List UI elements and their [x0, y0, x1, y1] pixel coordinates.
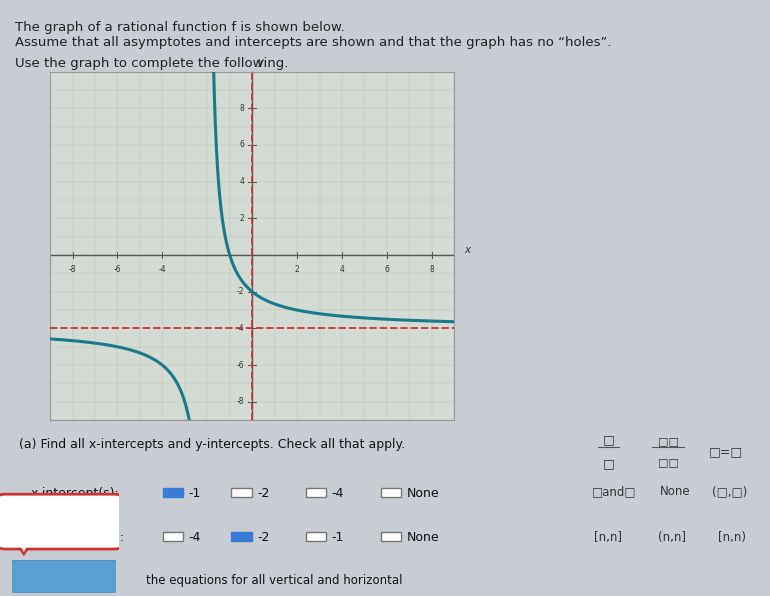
Text: 8: 8 [430, 265, 434, 274]
Text: None: None [407, 531, 439, 544]
Text: y: y [257, 57, 263, 67]
Text: □=□: □=□ [709, 445, 743, 458]
Text: 6: 6 [239, 141, 244, 150]
FancyBboxPatch shape [232, 532, 252, 541]
Text: Try again: Try again [29, 513, 90, 526]
Text: 2: 2 [239, 214, 244, 223]
Text: □□: □□ [658, 457, 678, 467]
Text: 2: 2 [295, 265, 300, 274]
FancyBboxPatch shape [232, 488, 252, 496]
Text: The graph of a rational function f is shown below.: The graph of a rational function f is sh… [15, 21, 345, 34]
Polygon shape [18, 545, 30, 554]
FancyBboxPatch shape [380, 488, 400, 496]
Text: □: □ [603, 457, 614, 470]
Text: None: None [660, 485, 691, 498]
FancyBboxPatch shape [162, 488, 182, 496]
Text: -4: -4 [236, 324, 244, 333]
Text: (□,□): (□,□) [712, 485, 748, 498]
Text: -2: -2 [257, 531, 270, 544]
Text: -1: -1 [332, 531, 344, 544]
Text: ✓: ✓ [169, 487, 176, 497]
Text: -8: -8 [237, 398, 244, 406]
Text: -2: -2 [257, 487, 270, 500]
Text: Assume that all asymptotes and intercepts are shown and that the graph has no “h: Assume that all asymptotes and intercept… [15, 36, 612, 49]
Text: x-intercept(s):: x-intercept(s): [31, 487, 119, 500]
FancyBboxPatch shape [0, 494, 122, 549]
Text: (n,n]: (n,n] [658, 531, 686, 544]
Text: 4: 4 [239, 177, 244, 186]
Text: 8: 8 [239, 104, 244, 113]
Text: [n,n): [n,n) [718, 531, 745, 544]
Text: 4: 4 [340, 265, 344, 274]
Text: the equations for all vertical and horizontal: the equations for all vertical and horiz… [99, 573, 403, 586]
Text: [n,n]: [n,n] [594, 531, 622, 544]
Text: 6: 6 [384, 265, 390, 274]
Text: None: None [407, 487, 439, 500]
FancyBboxPatch shape [306, 532, 326, 541]
Text: Use the graph to complete the following.: Use the graph to complete the following. [15, 57, 289, 70]
Text: cept(s):: cept(s): [76, 531, 125, 544]
Text: Recheck: Recheck [31, 569, 96, 583]
Text: -6: -6 [114, 265, 121, 274]
FancyBboxPatch shape [5, 559, 122, 594]
Text: -8: -8 [69, 265, 76, 274]
Text: -4: -4 [189, 531, 201, 544]
Text: -4: -4 [159, 265, 166, 274]
FancyBboxPatch shape [380, 532, 400, 541]
Text: -6: -6 [236, 361, 244, 370]
Text: -4: -4 [332, 487, 344, 500]
Text: □: □ [603, 433, 614, 446]
FancyBboxPatch shape [162, 532, 182, 541]
Text: -2: -2 [237, 287, 244, 296]
Text: x: x [465, 244, 470, 254]
Text: ✓: ✓ [237, 532, 246, 541]
Text: -1: -1 [189, 487, 201, 500]
FancyBboxPatch shape [306, 488, 326, 496]
Polygon shape [18, 543, 29, 552]
Text: (a) Find all x-intercepts and y-intercepts. Check all that apply.: (a) Find all x-intercepts and y-intercep… [19, 437, 405, 451]
Text: □□: □□ [658, 436, 678, 446]
Text: □and□: □and□ [591, 485, 636, 498]
